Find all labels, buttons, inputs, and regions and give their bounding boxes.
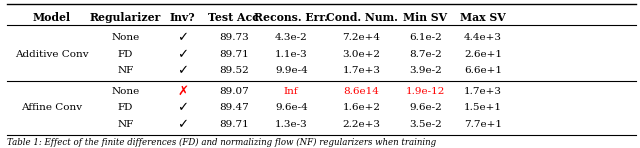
Text: 7.7e+1: 7.7e+1	[464, 120, 502, 129]
Text: 89.47: 89.47	[219, 103, 249, 112]
Text: 4.3e-2: 4.3e-2	[275, 33, 308, 42]
Text: FD: FD	[118, 50, 133, 59]
Text: ✓: ✓	[177, 65, 188, 77]
Text: 1.7e+3: 1.7e+3	[342, 66, 381, 75]
Text: Additive Conv: Additive Conv	[15, 50, 88, 59]
Text: 1.9e-12: 1.9e-12	[406, 87, 445, 96]
Text: NF: NF	[117, 66, 133, 75]
Text: ✓: ✓	[177, 118, 188, 131]
Text: None: None	[111, 33, 140, 42]
Text: None: None	[111, 87, 140, 96]
Text: NF: NF	[117, 120, 133, 129]
Text: Max SV: Max SV	[460, 12, 506, 23]
Text: 9.9e-4: 9.9e-4	[275, 66, 308, 75]
Text: Affine Conv: Affine Conv	[21, 103, 83, 112]
Text: 1.5e+1: 1.5e+1	[464, 103, 502, 112]
Text: 3.0e+2: 3.0e+2	[342, 50, 381, 59]
Text: 8.7e-2: 8.7e-2	[409, 50, 442, 59]
Text: Table 1: Effect of the finite differences (FD) and normalizing flow (NF) regular: Table 1: Effect of the finite difference…	[7, 137, 436, 147]
Text: Model: Model	[33, 12, 71, 23]
Text: Min SV: Min SV	[403, 12, 447, 23]
Text: ✗: ✗	[177, 85, 188, 98]
Text: ✓: ✓	[177, 31, 188, 44]
Text: Cond. Num.: Cond. Num.	[326, 12, 397, 23]
Text: ✓: ✓	[177, 48, 188, 61]
Text: 4.4e+3: 4.4e+3	[464, 33, 502, 42]
Text: 1.1e-3: 1.1e-3	[275, 50, 308, 59]
Text: 89.73: 89.73	[219, 33, 249, 42]
Text: FD: FD	[118, 103, 133, 112]
Text: 1.6e+2: 1.6e+2	[342, 103, 381, 112]
Text: 3.5e-2: 3.5e-2	[409, 120, 442, 129]
Text: 6.1e-2: 6.1e-2	[409, 33, 442, 42]
Text: 6.6e+1: 6.6e+1	[464, 66, 502, 75]
Text: Recons. Err.: Recons. Err.	[254, 12, 328, 23]
Text: 89.71: 89.71	[219, 120, 249, 129]
Text: 2.2e+3: 2.2e+3	[342, 120, 381, 129]
Text: Inv?: Inv?	[170, 12, 195, 23]
Text: 89.52: 89.52	[219, 66, 249, 75]
Text: 89.07: 89.07	[219, 87, 249, 96]
Text: 8.6e14: 8.6e14	[344, 87, 380, 96]
Text: ✓: ✓	[177, 101, 188, 114]
Text: Regularizer: Regularizer	[90, 12, 161, 23]
Text: 2.6e+1: 2.6e+1	[464, 50, 502, 59]
Text: 1.7e+3: 1.7e+3	[464, 87, 502, 96]
Text: 1.3e-3: 1.3e-3	[275, 120, 308, 129]
Text: 89.71: 89.71	[219, 50, 249, 59]
Text: 9.6e-2: 9.6e-2	[409, 103, 442, 112]
Text: Inf: Inf	[284, 87, 299, 96]
Text: 3.9e-2: 3.9e-2	[409, 66, 442, 75]
Text: 9.6e-4: 9.6e-4	[275, 103, 308, 112]
Text: 7.2e+4: 7.2e+4	[342, 33, 381, 42]
Text: Test Acc: Test Acc	[209, 12, 259, 23]
